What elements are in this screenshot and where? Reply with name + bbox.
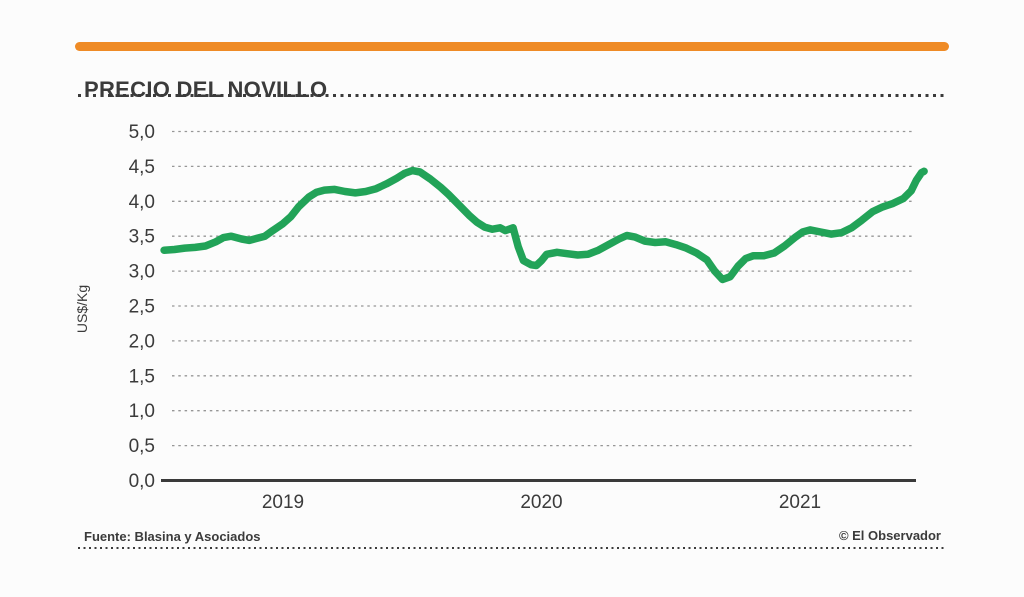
y-tick-label: 2,5 — [129, 297, 155, 318]
y-tick-label: 4,5 — [129, 157, 155, 178]
y-tick-label: 1,5 — [129, 366, 155, 387]
y-tick-label: 3,0 — [129, 262, 155, 283]
footer-separator — [78, 547, 945, 549]
price-line-series — [160, 166, 928, 284]
title-separator — [78, 94, 945, 97]
y-tick-label: 4,0 — [129, 192, 155, 213]
x-tick-label: 2021 — [779, 492, 821, 513]
y-tick-label: 5,0 — [129, 122, 155, 143]
accent-bar — [75, 42, 949, 51]
x-tick-label: 2019 — [262, 492, 304, 513]
y-tick-label: 0,0 — [129, 471, 155, 492]
y-tick-label: 1,0 — [129, 401, 155, 422]
y-tick-label: 2,0 — [129, 331, 155, 352]
y-tick-label: 3,5 — [129, 227, 155, 248]
x-tick-label: 2020 — [520, 492, 562, 513]
credit-note: © El Observador — [838, 528, 941, 543]
y-tick-label: 0,5 — [129, 436, 155, 457]
source-note: Fuente: Blasina y Asociados — [84, 529, 261, 544]
page-title: PRECIO DEL NOVILLO — [84, 76, 328, 102]
